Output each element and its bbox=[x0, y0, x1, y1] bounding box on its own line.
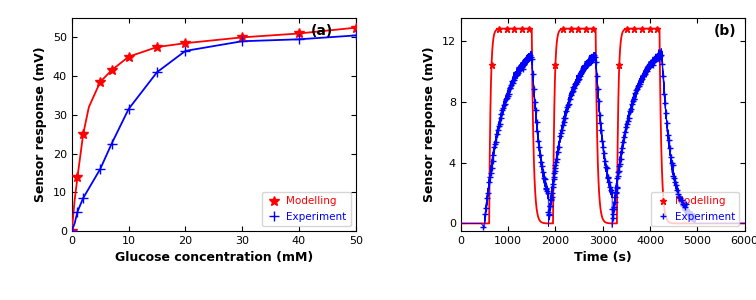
Modelling bbox=[652, 27, 662, 31]
Experiment bbox=[658, 74, 668, 78]
Experiment bbox=[73, 210, 82, 213]
Modelling bbox=[487, 64, 496, 67]
Text: (b): (b) bbox=[714, 24, 736, 38]
Experiment bbox=[153, 70, 162, 74]
Experiment bbox=[509, 81, 518, 85]
Modelling bbox=[79, 132, 88, 136]
Line: Experiment: Experiment bbox=[482, 52, 688, 220]
Experiment bbox=[124, 107, 133, 111]
Experiment bbox=[516, 68, 525, 72]
Modelling bbox=[96, 80, 105, 84]
Experiment bbox=[631, 91, 640, 94]
Experiment bbox=[570, 86, 579, 90]
X-axis label: Glucose concentration (mM): Glucose concentration (mM) bbox=[115, 251, 313, 264]
Experiment bbox=[67, 229, 76, 233]
Modelling bbox=[502, 27, 511, 31]
Modelling bbox=[566, 27, 575, 31]
Modelling bbox=[615, 64, 624, 67]
X-axis label: Time (s): Time (s) bbox=[574, 251, 631, 264]
Line: Experiment: Experiment bbox=[67, 31, 361, 236]
Legend: Modelling, Experiment: Modelling, Experiment bbox=[262, 192, 351, 226]
Y-axis label: Sensor response (mV): Sensor response (mV) bbox=[423, 47, 436, 202]
Experiment bbox=[527, 56, 536, 59]
Line: Modelling: Modelling bbox=[67, 23, 361, 236]
Experiment bbox=[294, 38, 303, 41]
Modelling bbox=[525, 27, 534, 31]
Experiment bbox=[525, 53, 534, 56]
Legend: Modelling, Experiment: Modelling, Experiment bbox=[651, 192, 739, 226]
Modelling bbox=[67, 229, 76, 233]
Text: (a): (a) bbox=[311, 24, 333, 38]
Experiment bbox=[481, 212, 490, 215]
Modelling bbox=[645, 27, 654, 31]
Modelling bbox=[517, 27, 526, 31]
Modelling bbox=[352, 26, 361, 29]
Experiment bbox=[107, 142, 116, 146]
Modelling bbox=[124, 55, 133, 58]
Experiment bbox=[681, 202, 690, 206]
Modelling bbox=[574, 27, 583, 31]
Modelling bbox=[73, 175, 82, 178]
Modelling bbox=[551, 64, 560, 67]
Experiment bbox=[96, 167, 105, 171]
Modelling bbox=[637, 27, 646, 31]
Modelling bbox=[510, 27, 519, 31]
Modelling bbox=[630, 27, 639, 31]
Modelling bbox=[153, 45, 162, 49]
Modelling bbox=[107, 68, 116, 72]
Modelling bbox=[622, 27, 631, 31]
Modelling bbox=[559, 27, 568, 31]
Modelling bbox=[589, 27, 598, 31]
Experiment bbox=[79, 196, 88, 200]
Experiment bbox=[609, 216, 618, 219]
Line: Modelling: Modelling bbox=[488, 25, 661, 69]
Modelling bbox=[237, 36, 246, 39]
Experiment bbox=[181, 49, 190, 53]
Experiment bbox=[237, 39, 246, 43]
Modelling bbox=[181, 41, 190, 45]
Y-axis label: Sensor response (mV): Sensor response (mV) bbox=[34, 47, 48, 202]
Experiment bbox=[352, 34, 361, 37]
Modelling bbox=[494, 27, 503, 31]
Modelling bbox=[294, 32, 303, 35]
Modelling bbox=[581, 27, 590, 31]
